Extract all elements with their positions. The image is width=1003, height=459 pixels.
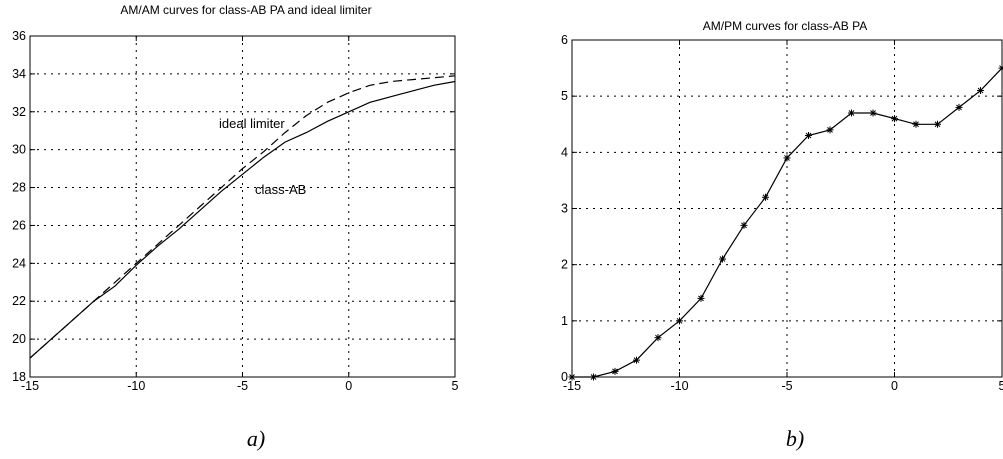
series-line-class-ab — [29, 80, 456, 359]
data-point-marker — [740, 221, 748, 229]
y-tick-label: 22 — [12, 294, 26, 308]
chart-a-ticks: -15 -10 -5 0 5 18 20 22 24 26 28 30 32 34 36 — [12, 29, 458, 393]
x-tick-label: -10 — [127, 379, 145, 393]
y-tick-label: 24 — [12, 256, 26, 270]
x-tick-label: -5 — [781, 379, 792, 393]
chart-b-caption: b) — [786, 426, 804, 451]
chart-am-am: AM/AM curves for class-AB PA and ideal l… — [12, 3, 458, 451]
data-point-marker — [611, 367, 619, 375]
y-tick-label: 30 — [12, 143, 26, 157]
y-tick-label: 5 — [561, 89, 568, 103]
y-tick-label: 4 — [561, 145, 568, 159]
y-tick-label: 2 — [561, 258, 568, 272]
annotation-ideal-limiter: ideal limiter — [219, 116, 285, 131]
chart-a-caption: a) — [247, 426, 265, 451]
chart-b-title: AM/PM curves for class-AB PA — [703, 19, 867, 33]
series-line-ideal-limiter — [29, 75, 456, 359]
data-point-marker — [762, 193, 769, 201]
x-tick-label: -15 — [563, 379, 581, 393]
data-point-marker — [654, 334, 662, 342]
chart-b-grid — [572, 40, 1002, 377]
y-tick-label: 36 — [12, 29, 26, 43]
data-point-marker — [719, 255, 726, 263]
annotation-class-ab: class-AB — [255, 182, 306, 197]
x-tick-label: -10 — [670, 379, 688, 393]
data-point-marker — [848, 109, 855, 117]
data-point-marker — [697, 294, 705, 302]
x-tick-label: -15 — [21, 379, 39, 393]
x-tick-label: 5 — [452, 379, 459, 393]
y-tick-label: 20 — [12, 332, 26, 346]
y-tick-label: 0 — [561, 370, 568, 384]
data-point-marker — [869, 109, 877, 117]
data-point-marker — [955, 103, 963, 111]
y-tick-label: 1 — [561, 314, 568, 328]
data-point-marker — [805, 131, 812, 139]
x-tick-label: -5 — [237, 379, 248, 393]
y-tick-label: 32 — [12, 105, 26, 119]
chart-a-series — [29, 75, 456, 359]
data-point-marker — [977, 87, 984, 95]
chart-b-series — [568, 64, 1003, 381]
chart-b-ticks: -15 -10 -5 0 5 0 1 2 3 4 5 6 — [561, 33, 1003, 393]
y-tick-label: 18 — [12, 370, 26, 384]
chart-a-grid — [30, 36, 455, 377]
data-point-marker — [633, 356, 640, 364]
data-point-marker — [891, 115, 898, 123]
data-point-marker — [912, 120, 920, 128]
x-tick-label: 0 — [891, 379, 898, 393]
chart-a-axes-box — [29, 35, 456, 378]
y-tick-label: 28 — [12, 181, 26, 195]
y-tick-label: 26 — [12, 218, 26, 232]
chart-am-pm: AM/PM curves for class-AB PA -15 -10 -5 0 5 0… — [561, 19, 1003, 451]
y-tick-label: 3 — [561, 202, 568, 216]
data-point-marker — [934, 120, 941, 128]
data-point-marker — [783, 154, 791, 162]
y-tick-label: 6 — [561, 33, 568, 47]
data-point-marker — [826, 126, 834, 134]
x-tick-label: 5 — [999, 379, 1003, 393]
x-tick-label: 0 — [345, 379, 352, 393]
y-tick-label: 34 — [12, 67, 26, 81]
chart-a-title: AM/AM curves for class-AB PA and ideal l… — [120, 3, 371, 17]
data-point-marker — [676, 317, 683, 325]
